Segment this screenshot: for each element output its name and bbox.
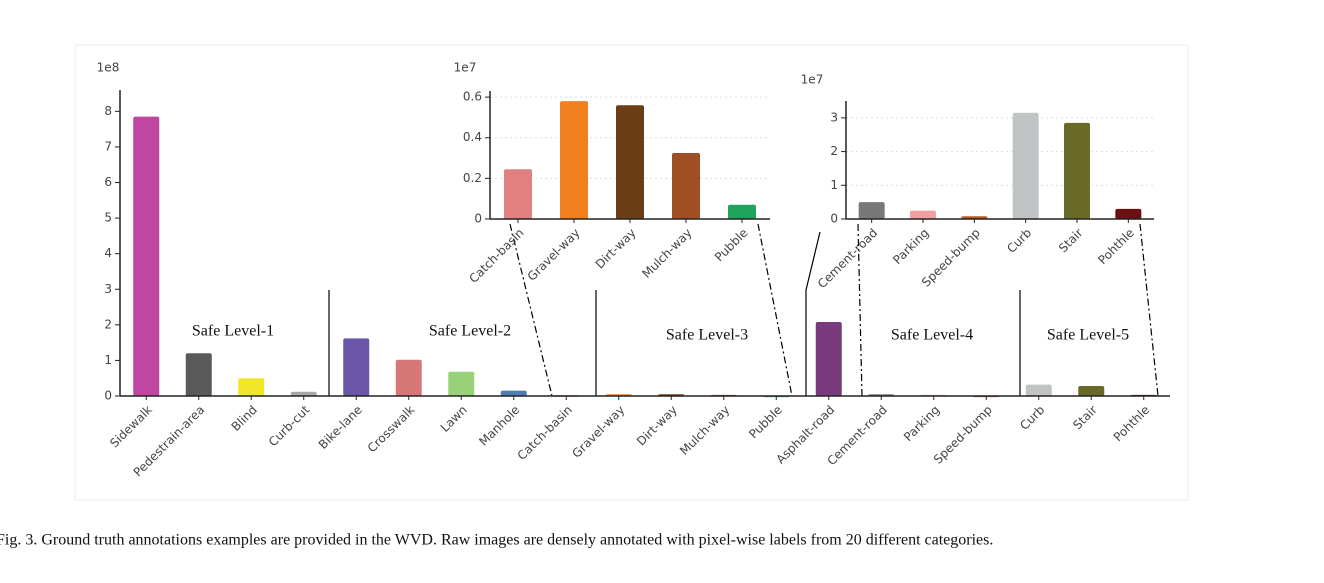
bar [672, 152, 700, 219]
scale-label: 1e7 [801, 73, 824, 87]
y-tick-label: 0 [104, 389, 112, 403]
bar [560, 101, 588, 219]
bar [448, 371, 475, 396]
y-tick-label: 0.2 [463, 171, 482, 185]
bar [343, 338, 370, 396]
annotation: Safe Level-5 [1047, 327, 1129, 344]
y-tick-label: 3 [830, 110, 838, 124]
y-tick-label: 0 [474, 212, 482, 226]
bar [858, 202, 885, 219]
annotation: Safe Level-2 [429, 323, 511, 340]
bar [185, 353, 212, 396]
bar [1025, 384, 1052, 396]
scale-label: 1e7 [454, 61, 477, 75]
y-tick-label: 8 [104, 104, 112, 118]
annotation: Safe Level-4 [891, 327, 973, 344]
scale-label: 1e8 [97, 61, 120, 75]
bar [504, 169, 532, 219]
y-tick-label: 6 [104, 175, 112, 189]
bar [728, 204, 756, 219]
y-tick-label: 1 [830, 178, 838, 192]
separators [328, 231, 1021, 396]
y-tick-label: 3 [104, 282, 112, 296]
bar [616, 105, 644, 219]
y-tick-label: 0.4 [463, 130, 482, 144]
bar [815, 321, 842, 396]
y-tick-label: 1 [104, 353, 112, 367]
y-tick-label: 0 [830, 212, 838, 226]
y-tick-label: 2 [830, 144, 838, 158]
annotation: Safe Level-1 [192, 323, 274, 340]
caption: Fig. 3. Ground truth annotations example… [0, 532, 993, 549]
zoom-connectors [509, 223, 1159, 397]
bar [500, 390, 527, 396]
bar [1012, 112, 1039, 219]
bar [395, 359, 422, 396]
bar [290, 391, 317, 396]
y-tick-label: 2 [104, 317, 112, 331]
bar [133, 116, 160, 397]
annotation: Safe Level-3 [666, 327, 748, 344]
y-tick-label: 5 [104, 211, 112, 225]
y-tick-label: 4 [104, 246, 112, 260]
bar [1064, 122, 1090, 219]
bar [238, 378, 265, 396]
y-tick-label: 0.6 [463, 90, 482, 104]
bar [1078, 386, 1105, 396]
bar [910, 210, 936, 219]
y-tick-label: 7 [104, 139, 112, 153]
bar [1115, 208, 1142, 219]
